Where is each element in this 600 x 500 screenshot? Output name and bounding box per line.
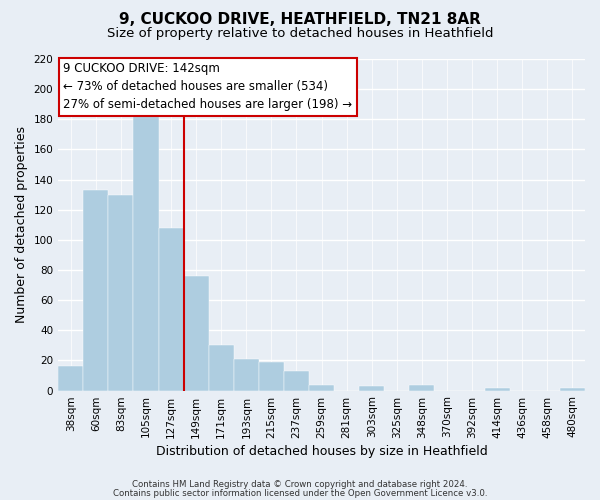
Text: 9, CUCKOO DRIVE, HEATHFIELD, TN21 8AR: 9, CUCKOO DRIVE, HEATHFIELD, TN21 8AR (119, 12, 481, 28)
Bar (209, 346, 234, 391)
Bar (284, 371, 309, 390)
Text: Contains HM Land Registry data © Crown copyright and database right 2024.: Contains HM Land Registry data © Crown c… (132, 480, 468, 489)
Bar (83, 190, 109, 390)
Bar (234, 359, 259, 390)
Bar (359, 386, 385, 390)
Bar (485, 388, 510, 390)
Bar (560, 388, 585, 390)
Text: Contains public sector information licensed under the Open Government Licence v3: Contains public sector information licen… (113, 488, 487, 498)
Bar (259, 362, 284, 390)
Bar (133, 115, 158, 390)
X-axis label: Distribution of detached houses by size in Heathfield: Distribution of detached houses by size … (156, 444, 487, 458)
Bar (109, 194, 133, 390)
Text: Size of property relative to detached houses in Heathfield: Size of property relative to detached ho… (107, 28, 493, 40)
Text: 9 CUCKOO DRIVE: 142sqm
← 73% of detached houses are smaller (534)
27% of semi-de: 9 CUCKOO DRIVE: 142sqm ← 73% of detached… (64, 62, 353, 112)
Y-axis label: Number of detached properties: Number of detached properties (15, 126, 28, 324)
Bar (409, 384, 434, 390)
Bar (158, 228, 184, 390)
Bar (309, 384, 334, 390)
Bar (58, 366, 83, 390)
Bar (184, 276, 209, 390)
